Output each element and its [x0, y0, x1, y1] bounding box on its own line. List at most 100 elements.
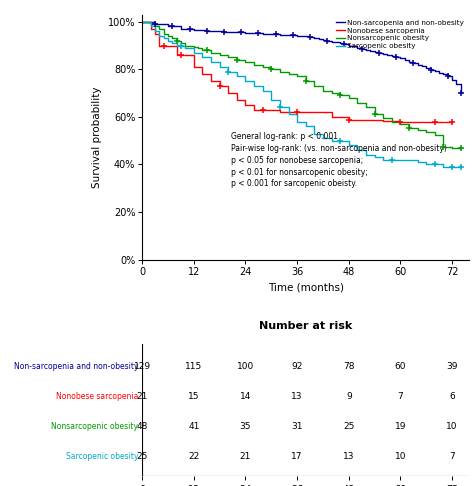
Nonsarcopenic obesity — [191, 44, 197, 50]
Nonobese sarcopenia — [191, 64, 197, 70]
Text: 100: 100 — [237, 363, 254, 371]
Nonobese sarcopenia — [363, 118, 369, 123]
Line: Non-sarcopenia and non-obesity: Non-sarcopenia and non-obesity — [142, 22, 461, 93]
Sarcopenic obesity — [178, 43, 184, 49]
Nonobese sarcopenia — [380, 118, 386, 124]
Text: 21: 21 — [240, 452, 251, 461]
Text: 13: 13 — [292, 392, 303, 401]
Line: Nonobese sarcopenia: Nonobese sarcopenia — [142, 22, 452, 122]
Sarcopenic obesity — [174, 43, 180, 49]
Text: 115: 115 — [185, 363, 202, 371]
Nonsarcopenic obesity — [187, 43, 192, 49]
Nonobese sarcopenia — [156, 43, 162, 49]
Text: General log-rank: p < 0.001
Pair-wise log-rank: (vs. non-sarcopenia and non-obes: General log-rank: p < 0.001 Pair-wise lo… — [230, 132, 447, 189]
Nonsarcopenic obesity — [152, 23, 158, 29]
Non-sarcopenia and non-obesity — [165, 23, 171, 29]
Nonsarcopenic obesity — [458, 145, 464, 151]
Text: Sarcopenic obesity: Sarcopenic obesity — [65, 452, 138, 461]
Text: 7: 7 — [449, 452, 455, 461]
Text: 48: 48 — [137, 422, 148, 431]
Nonobese sarcopenia — [251, 107, 257, 113]
Y-axis label: Survival probability: Survival probability — [92, 87, 102, 188]
Text: 10: 10 — [395, 452, 406, 461]
Nonobese sarcopenia — [328, 114, 334, 120]
Sarcopenic obesity — [355, 147, 360, 153]
Nonsarcopenic obesity — [277, 69, 283, 74]
Non-sarcopenia and non-obesity — [389, 53, 395, 59]
Sarcopenic obesity — [260, 88, 265, 94]
Sarcopenic obesity — [191, 50, 197, 55]
Line: Sarcopenic obesity: Sarcopenic obesity — [142, 22, 461, 167]
Text: 19: 19 — [395, 422, 406, 431]
Nonsarcopenic obesity — [260, 64, 265, 70]
Nonsarcopenic obesity — [148, 21, 154, 27]
Nonobese sarcopenia — [243, 102, 248, 108]
Nonobese sarcopenia — [182, 52, 188, 58]
Nonsarcopenic obesity — [144, 19, 149, 25]
Nonobese sarcopenia — [432, 119, 438, 124]
Nonsarcopenic obesity — [170, 35, 175, 41]
Nonsarcopenic obesity — [406, 124, 412, 130]
Nonsarcopenic obesity — [311, 83, 317, 89]
Sarcopenic obesity — [441, 164, 447, 170]
Sarcopenic obesity — [328, 138, 334, 143]
Nonobese sarcopenia — [161, 43, 166, 49]
Text: 129: 129 — [134, 363, 151, 371]
Text: 41: 41 — [188, 422, 200, 431]
Legend: Non-sarcopenia and non-obesity, Nonobese sarcopenia, Nonsarcopenic obesity, Sarc: Non-sarcopenia and non-obesity, Nonobese… — [335, 18, 465, 51]
Text: 25: 25 — [137, 452, 148, 461]
Nonsarcopenic obesity — [182, 43, 188, 49]
Sarcopenic obesity — [161, 35, 166, 41]
Sarcopenic obesity — [286, 112, 292, 118]
Nonsarcopenic obesity — [389, 119, 395, 124]
Text: 31: 31 — [292, 422, 303, 431]
Non-sarcopenia and non-obesity — [402, 57, 408, 63]
Nonsarcopenic obesity — [204, 47, 210, 53]
Nonobese sarcopenia — [260, 107, 265, 113]
Nonsarcopenic obesity — [174, 38, 180, 44]
Sarcopenic obesity — [380, 157, 386, 163]
Line: Nonsarcopenic obesity: Nonsarcopenic obesity — [142, 22, 461, 148]
Text: 21: 21 — [137, 392, 148, 401]
Non-sarcopenia and non-obesity — [458, 90, 464, 96]
Text: 6: 6 — [449, 392, 455, 401]
Text: 10: 10 — [447, 422, 458, 431]
Nonsarcopenic obesity — [217, 52, 222, 58]
Sarcopenic obesity — [372, 155, 377, 160]
Text: Nonobese sarcopenia: Nonobese sarcopenia — [55, 392, 138, 401]
Text: 14: 14 — [240, 392, 251, 401]
Sarcopenic obesity — [311, 131, 317, 137]
Sarcopenic obesity — [200, 54, 205, 60]
Nonobese sarcopenia — [200, 71, 205, 77]
Nonsarcopenic obesity — [165, 33, 171, 39]
Nonsarcopenic obesity — [328, 90, 334, 96]
Sarcopenic obesity — [243, 78, 248, 84]
Sarcopenic obesity — [251, 83, 257, 89]
Nonsarcopenic obesity — [441, 144, 447, 150]
Sarcopenic obesity — [303, 123, 309, 129]
Nonobese sarcopenia — [449, 119, 455, 124]
Nonsarcopenic obesity — [294, 73, 300, 79]
Nonsarcopenic obesity — [161, 31, 166, 36]
Nonsarcopenic obesity — [251, 62, 257, 68]
Nonobese sarcopenia — [268, 107, 274, 113]
Nonsarcopenic obesity — [268, 67, 274, 72]
Nonobese sarcopenia — [144, 19, 149, 25]
Sarcopenic obesity — [165, 38, 171, 44]
Nonobese sarcopenia — [152, 31, 158, 36]
Nonobese sarcopenia — [415, 119, 420, 124]
Sarcopenic obesity — [208, 59, 214, 65]
Nonsarcopenic obesity — [432, 132, 438, 138]
Nonsarcopenic obesity — [346, 95, 352, 101]
Nonobese sarcopenia — [226, 90, 231, 96]
Text: 17: 17 — [292, 452, 303, 461]
Sarcopenic obesity — [182, 45, 188, 51]
Sarcopenic obesity — [268, 97, 274, 103]
Text: 9: 9 — [346, 392, 352, 401]
Sarcopenic obesity — [449, 164, 455, 170]
Nonsarcopenic obesity — [200, 47, 205, 53]
Nonsarcopenic obesity — [380, 115, 386, 121]
Nonobese sarcopenia — [398, 119, 403, 124]
Text: 22: 22 — [188, 452, 200, 461]
Nonsarcopenic obesity — [423, 129, 429, 135]
